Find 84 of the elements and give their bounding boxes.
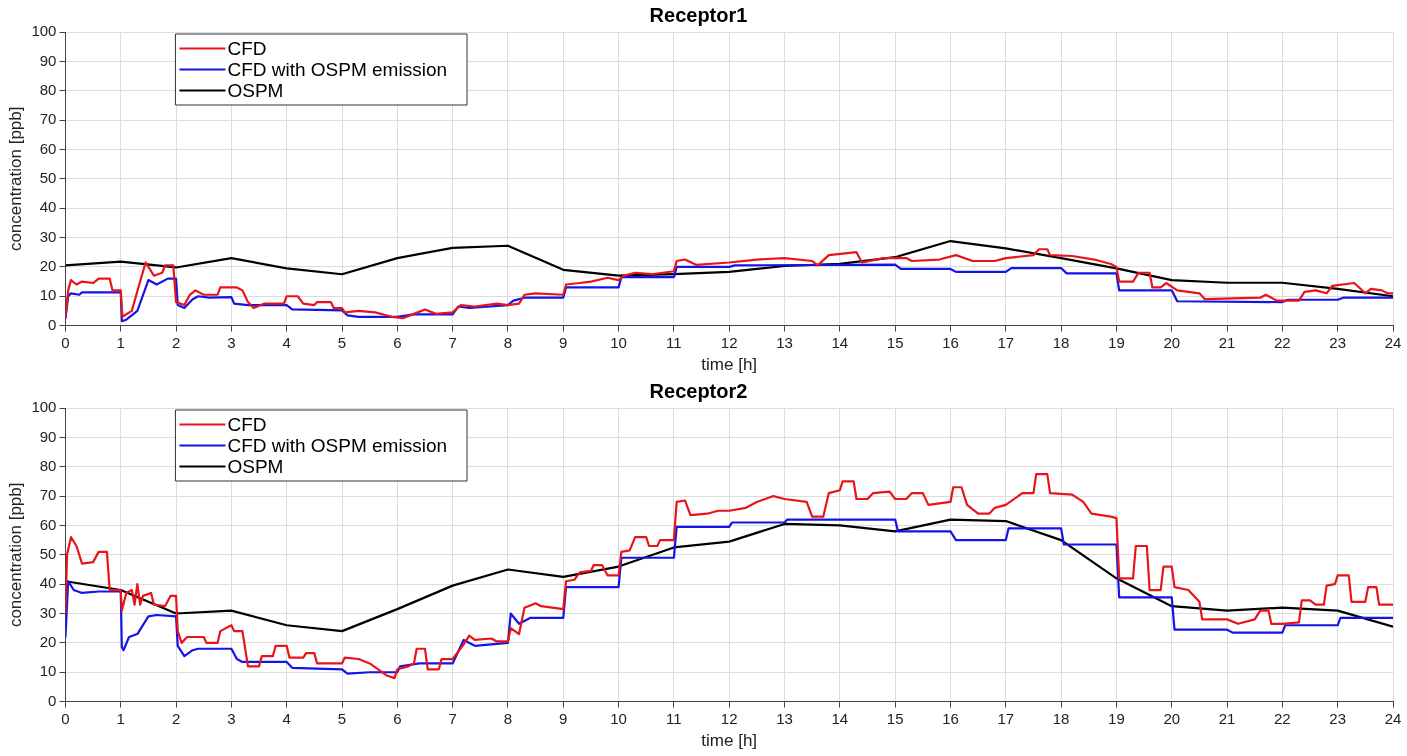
x-tick-label: 22 [1274, 333, 1291, 351]
x-tick-label: 6 [393, 709, 402, 727]
chart-title: Receptor2 [649, 379, 748, 402]
x-tick-label: 12 [720, 709, 738, 727]
legend-label: CFD [227, 413, 267, 435]
x-tick-label: 13 [776, 333, 793, 351]
x-tick-label: 9 [559, 333, 568, 351]
y-tick-label: 30 [39, 603, 57, 621]
y-tick-label: 70 [39, 486, 57, 504]
y-tick-label: 60 [39, 139, 57, 157]
x-tick-label: 19 [1108, 333, 1125, 351]
x-tick-label: 12 [720, 333, 738, 351]
x-tick-label: 14 [831, 709, 849, 727]
x-tick-label: 4 [282, 333, 291, 351]
x-tick-label: 22 [1274, 709, 1291, 727]
x-tick-label: 2 [171, 333, 181, 351]
y-tick-label: 0 [48, 691, 57, 709]
y-tick-label: 50 [39, 544, 57, 562]
y-tick-label: 30 [39, 227, 57, 245]
x-tick-label: 11 [666, 709, 682, 727]
x-tick-label: 6 [393, 333, 402, 351]
x-tick-label: 0 [61, 709, 70, 727]
x-tick-label: 24 [1384, 709, 1402, 727]
x-tick-label: 20 [1163, 333, 1181, 351]
x-tick-label: 23 [1329, 333, 1347, 351]
legend-label: OSPM [227, 455, 284, 477]
chart-title: Receptor1 [649, 3, 748, 26]
x-tick-label: 3 [227, 333, 236, 351]
y-tick-label: 50 [39, 168, 57, 186]
y-tick-label: 20 [39, 633, 57, 651]
y-axis-title: concentration [ppb] [5, 106, 25, 252]
legend-label: OSPM [227, 79, 284, 101]
x-tick-label: 17 [997, 333, 1015, 351]
legend-label: CFD with OSPM emission [227, 58, 448, 80]
x-tick-label: 8 [503, 333, 513, 351]
y-tick-label: 40 [39, 198, 57, 216]
x-tick-label: 14 [831, 333, 849, 351]
y-tick-label: 100 [31, 22, 57, 40]
x-tick-label: 15 [886, 709, 904, 727]
x-tick-label: 10 [610, 333, 627, 351]
y-tick-label: 20 [39, 257, 57, 275]
x-tick-label: 9 [559, 709, 568, 727]
x-tick-label: 11 [666, 333, 682, 351]
x-tick-label: 18 [1052, 333, 1070, 351]
x-tick-label: 13 [776, 709, 793, 727]
x-tick-label: 23 [1329, 709, 1347, 727]
x-tick-label: 2 [171, 709, 181, 727]
y-tick-label: 90 [39, 51, 57, 69]
x-tick-label: 19 [1108, 709, 1125, 727]
y-tick-label: 10 [39, 286, 57, 304]
y-tick-label: 70 [39, 110, 57, 128]
x-tick-label: 21 [1218, 333, 1236, 351]
y-tick-label: 80 [39, 80, 57, 98]
x-tick-label: 1 [116, 709, 125, 727]
x-tick-label: 20 [1163, 709, 1181, 727]
x-tick-label: 3 [227, 709, 236, 727]
x-tick-label: 16 [942, 333, 959, 351]
x-tick-label: 7 [448, 709, 457, 727]
y-axis-title: concentration [ppb] [5, 482, 25, 628]
x-axis-title: time [h] [701, 731, 758, 751]
x-tick-label: 17 [997, 709, 1015, 727]
x-tick-label: 5 [337, 333, 347, 351]
y-tick-label: 10 [39, 662, 57, 680]
y-tick-label: 80 [39, 456, 57, 474]
x-tick-label: 18 [1052, 709, 1070, 727]
x-tick-label: 15 [886, 333, 904, 351]
x-tick-label: 1 [116, 333, 125, 351]
x-tick-label: 7 [448, 333, 457, 351]
x-axis-title: time [h] [701, 355, 758, 375]
x-tick-label: 16 [942, 709, 959, 727]
x-tick-label: 21 [1218, 709, 1236, 727]
x-tick-label: 4 [282, 709, 291, 727]
x-tick-label: 0 [61, 333, 70, 351]
y-tick-label: 0 [48, 315, 57, 333]
y-tick-label: 40 [39, 574, 57, 592]
y-tick-label: 100 [31, 398, 57, 416]
legend-label: CFD with OSPM emission [227, 434, 448, 456]
y-tick-label: 90 [39, 427, 57, 445]
x-tick-label: 10 [610, 709, 627, 727]
legend-label: CFD [227, 37, 267, 59]
y-tick-label: 60 [39, 515, 57, 533]
x-tick-label: 8 [503, 709, 513, 727]
x-tick-label: 5 [337, 709, 347, 727]
x-tick-label: 24 [1384, 333, 1402, 351]
